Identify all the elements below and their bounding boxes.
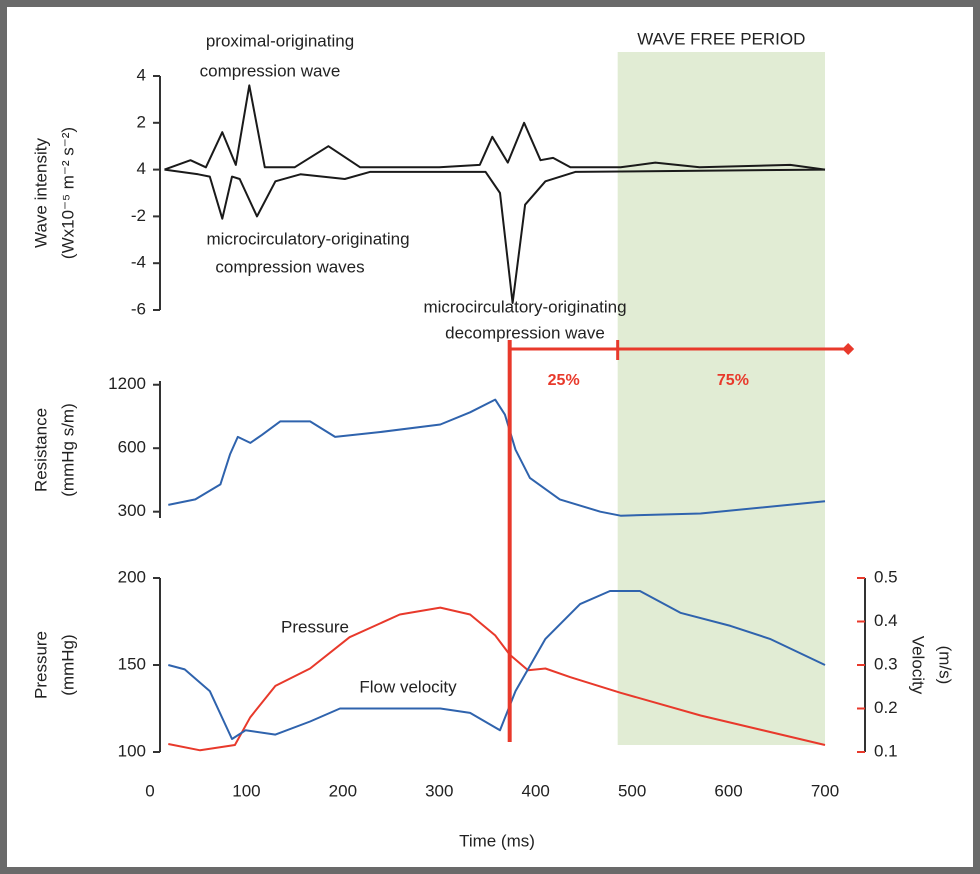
y-tick-label: 150	[118, 654, 146, 673]
y-axis-label: (mmHg)	[58, 634, 77, 695]
y2-tick-label: 0.5	[874, 567, 898, 586]
y-tick-label: -6	[131, 299, 146, 318]
y2-tick-label: 0.3	[874, 654, 898, 673]
wave-free-period	[617, 52, 825, 745]
y-tick-label: -4	[131, 253, 146, 272]
x-tick-label: 400	[522, 781, 550, 800]
annotation: Flow velocity	[359, 677, 457, 696]
x-tick-label: 700	[811, 781, 839, 800]
data-line	[168, 398, 826, 517]
y-tick-label: 100	[118, 741, 146, 760]
annotation: compression waves	[215, 257, 364, 276]
annotation: Pressure	[281, 617, 349, 636]
y-tick-label: 1200	[108, 374, 146, 393]
y2-axis-label: Velocity	[909, 636, 928, 695]
annotation: compression wave	[200, 61, 341, 80]
y-axis-label: Resistance	[31, 408, 50, 492]
percent-label: 75%	[717, 372, 749, 389]
y-tick-label: 200	[118, 567, 146, 586]
percent-label: 25%	[548, 372, 580, 389]
x-tick-label: 0	[145, 781, 154, 800]
y-axis-label: (Wx10⁻⁵ m⁻² s⁻²)	[58, 127, 77, 259]
x-axis-label: Time (ms)	[459, 831, 535, 850]
data-line	[168, 590, 826, 740]
annotation: microcirculatory-originating	[423, 297, 626, 316]
x-tick-label: 600	[714, 781, 742, 800]
x-tick-label: 300	[425, 781, 453, 800]
y-axis-label: (mmHg s/m)	[58, 403, 77, 496]
y2-axis-label: (m/s)	[936, 646, 955, 685]
annotation: microcirculatory-originating	[206, 229, 409, 248]
y-tick-label: -2	[131, 206, 146, 225]
y-tick-label: 600	[118, 438, 146, 457]
wave-free-label: WAVE FREE PERIOD	[637, 29, 805, 48]
y2-tick-label: 0.2	[874, 698, 898, 717]
data-line	[164, 84, 826, 171]
y2-tick-label: 0.4	[874, 611, 898, 630]
x-tick-label: 100	[232, 781, 260, 800]
y-axis-label: Pressure	[31, 631, 50, 699]
y-tick-label: 2	[137, 112, 146, 131]
data-line	[168, 606, 826, 752]
y-tick-label: 4	[137, 159, 146, 178]
y-tick-label: 300	[118, 501, 146, 520]
x-tick-label: 200	[329, 781, 357, 800]
annotation: decompression wave	[445, 323, 605, 342]
y-axis-label: Wave intensity	[31, 138, 50, 248]
diastole-end	[842, 343, 855, 355]
data-line	[164, 168, 826, 304]
x-tick-label: 500	[618, 781, 646, 800]
annotation: proximal-originating	[206, 31, 354, 50]
y-tick-label: 4	[137, 65, 146, 84]
y2-tick-label: 0.1	[874, 741, 898, 760]
